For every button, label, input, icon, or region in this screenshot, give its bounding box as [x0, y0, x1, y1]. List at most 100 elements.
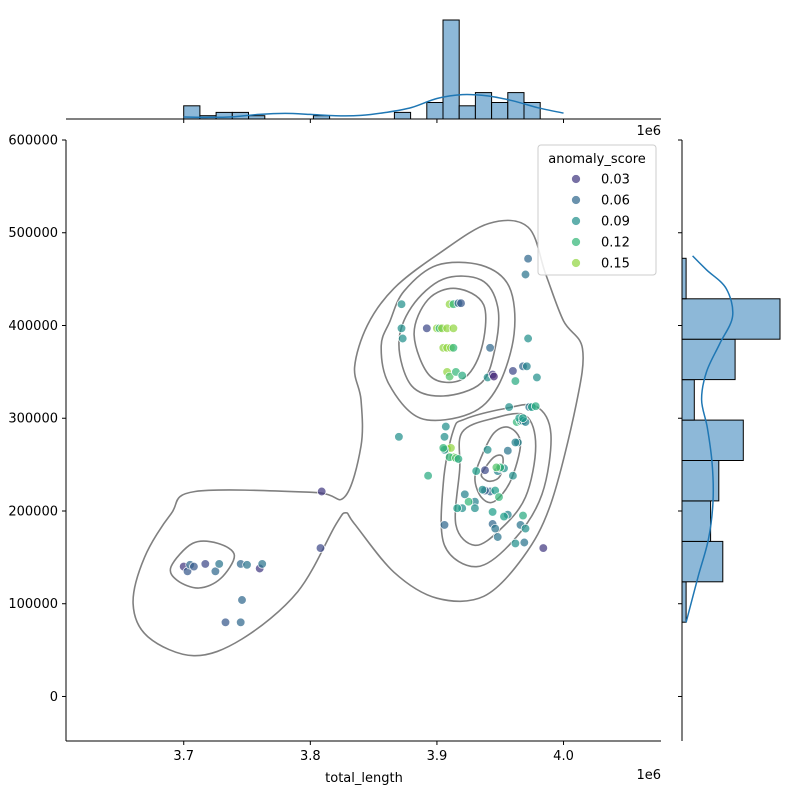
- scatter-point: [220, 617, 231, 627]
- scatter-point: [236, 617, 246, 627]
- legend-frame: [537, 144, 657, 276]
- scatter-point: [522, 361, 532, 371]
- scatter-point: [520, 269, 531, 280]
- scatter-point: [394, 432, 404, 442]
- scatter-point: [456, 298, 466, 308]
- scatter-point: [317, 486, 327, 497]
- y-kde-curve: [685, 255, 734, 623]
- scatter-point: [538, 543, 548, 553]
- scatter-point: [448, 323, 459, 333]
- scatter-point: [518, 413, 528, 423]
- kde-contour-line: [132, 219, 584, 657]
- scatter-point: [237, 595, 247, 605]
- scatter-point: [423, 471, 433, 481]
- y-tick-label: 600000: [8, 134, 58, 149]
- right-marginal-histogram: [681, 255, 781, 623]
- scatter-point: [422, 323, 432, 333]
- legend-label: 0.03: [601, 173, 630, 188]
- y-histogram-bar: [681, 419, 744, 462]
- x-histogram-bar: [442, 19, 460, 120]
- scatter-point: [503, 446, 513, 456]
- legend-marker: [571, 258, 581, 268]
- scatter-point: [315, 543, 326, 553]
- scatter-point: [508, 471, 518, 481]
- legend-label: 0.09: [601, 215, 630, 230]
- legend-marker: [571, 237, 581, 247]
- scatter-point: [448, 343, 459, 353]
- scatter-point: [242, 560, 252, 570]
- y-tick-label: 300000: [8, 412, 58, 427]
- kde-contour-line: [480, 454, 504, 483]
- scatter-point: [531, 401, 541, 411]
- kde-contour-line: [454, 412, 537, 547]
- scatter-point: [444, 371, 455, 382]
- y-histogram-bar: [681, 581, 687, 623]
- legend-marker: [571, 195, 581, 205]
- legend: anomaly_score 0.03 0.06 0.09 0.12 0.15: [537, 144, 657, 276]
- x-axis-title: total_length: [325, 771, 403, 786]
- scatter-point: [482, 445, 493, 455]
- scatter-point: [485, 343, 495, 353]
- kde-contour-line: [474, 426, 522, 504]
- scatter-point: [257, 559, 267, 569]
- scatter-point: [494, 492, 504, 502]
- scatter-point: [214, 559, 224, 569]
- y-histogram-bar: [681, 298, 781, 340]
- scatter-point: [200, 559, 210, 569]
- scatter-point: [439, 520, 450, 530]
- x-offset-label: 1e6: [636, 768, 661, 783]
- kde-contour-line: [440, 403, 552, 568]
- scatter-point: [396, 323, 407, 333]
- scatter-point: [189, 561, 199, 572]
- y-tick-label: 100000: [8, 597, 58, 612]
- scatter-point: [519, 537, 529, 548]
- scatter-point: [520, 523, 531, 534]
- scatter-point: [471, 466, 481, 476]
- y-tick-label: 400000: [8, 319, 58, 334]
- x-tick-label: 3.8: [300, 749, 321, 764]
- legend-marker: [571, 216, 581, 226]
- scatter-point: [457, 370, 467, 381]
- scatter-point: [508, 366, 518, 376]
- x-tick-label: 4.0: [553, 749, 574, 764]
- y-tick-label: 500000: [8, 226, 58, 241]
- scatter-point: [491, 462, 502, 473]
- kde-contour-line: [169, 540, 236, 589]
- x-tick-label: 3.9: [427, 749, 448, 764]
- scatter-point: [504, 402, 514, 412]
- kde-contour-line: [398, 275, 500, 397]
- scatter-points: [179, 254, 548, 627]
- scatter-point: [210, 566, 221, 576]
- scatter-point: [460, 489, 470, 499]
- scatter-point: [470, 503, 480, 513]
- scatter-point: [490, 523, 500, 534]
- scatter-point: [487, 507, 498, 517]
- scatter-point: [499, 511, 509, 522]
- x-histogram-bar: [458, 105, 476, 120]
- legend-marker: [571, 174, 581, 184]
- legend-label: 0.06: [601, 194, 630, 209]
- x-kde-curve: [183, 93, 564, 119]
- y-histogram-bar: [681, 379, 695, 421]
- legend-title: anomaly_score: [548, 152, 646, 167]
- scatter-point: [441, 421, 451, 432]
- y-histogram-bar: [681, 257, 687, 300]
- scatter-point: [523, 333, 533, 344]
- scatter-point: [489, 371, 499, 382]
- scatter-point: [439, 432, 450, 442]
- scatter-point: [510, 538, 521, 549]
- scatter-point: [463, 497, 474, 507]
- y-tick-label: 200000: [8, 504, 58, 519]
- scatter-point: [518, 510, 528, 521]
- kde-contour-line: [413, 287, 487, 384]
- scatter-point: [523, 254, 533, 264]
- legend-label: 0.12: [601, 236, 630, 251]
- kde-contours: [132, 219, 584, 657]
- y-tick-label: 0: [50, 690, 58, 705]
- kde-contour-line: [380, 261, 516, 422]
- top-offset-label: 1e6: [636, 124, 661, 139]
- x-histogram-bar: [393, 111, 412, 120]
- scatter-point: [438, 443, 448, 453]
- x-histogram-bar: [491, 102, 509, 120]
